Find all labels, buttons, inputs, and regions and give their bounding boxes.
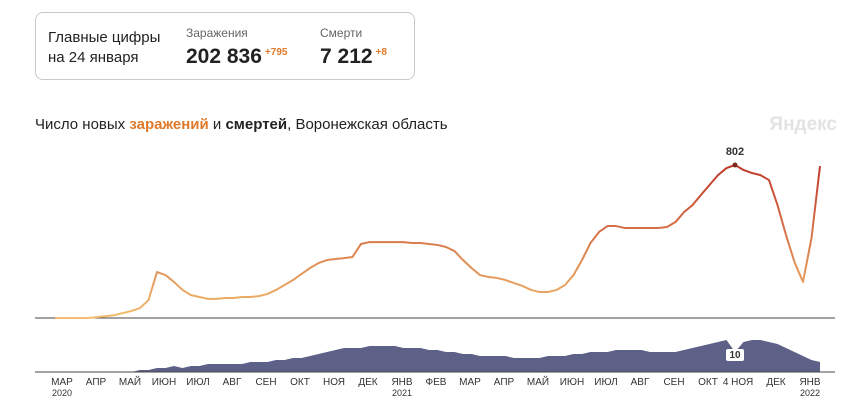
x-tick-label: ИЮН: [560, 377, 585, 388]
x-tick-label: ДЕК: [766, 377, 785, 388]
x-tick-label: СЕН: [663, 377, 684, 388]
x-tick-label: АПР: [86, 377, 107, 388]
deaths-label: Смерти: [320, 26, 363, 40]
cases-line: [55, 164, 821, 319]
highlight-date-bg: [721, 376, 755, 388]
x-tick-label: НОЯ: [323, 377, 345, 388]
title-part: и: [208, 116, 226, 133]
cases-delta: +795: [264, 47, 288, 58]
title-part: Число новых: [35, 116, 130, 133]
x-tick-label: АВГ: [631, 377, 650, 388]
deaths-number: 7 212: [320, 45, 373, 68]
title-part: заражений: [129, 116, 209, 133]
cases-number: 202 836: [186, 45, 262, 68]
x-tick-label: АВГ: [223, 377, 242, 388]
title-part: смертей: [225, 116, 288, 133]
card-title: Главные цифры: [48, 29, 161, 46]
deaths-delta: +8: [375, 47, 387, 58]
brand: Яндекс: [769, 114, 837, 135]
x-tick-label: ОКТ: [290, 377, 310, 388]
x-tick-label: МАЙ: [527, 375, 549, 388]
x-tick-label: ЯНВ: [391, 377, 412, 388]
x-tick-label: ЯНВ: [799, 377, 820, 388]
x-tick-label: ФЕВ: [426, 377, 447, 388]
x-tick-label: МАР: [459, 377, 481, 388]
deaths-area: [55, 340, 820, 372]
deaths-value: 7 212 +8: [320, 45, 387, 69]
x-tick-label: МАР: [51, 377, 73, 388]
year-label: 2022: [800, 388, 820, 398]
cases-value: 202 836 +795: [186, 45, 287, 69]
chart-title: Число новых заражений и смертей, Воронеж…: [35, 116, 448, 133]
year-label: 2021: [392, 388, 412, 398]
highlight-value: 802: [726, 146, 744, 158]
year-label: 2020: [52, 388, 72, 398]
highlight-deaths: 10: [729, 350, 741, 361]
title-part: , Воронежская область: [287, 116, 448, 133]
x-tick-label: ИЮЛ: [186, 377, 209, 388]
x-tick-label: ДЕК: [358, 377, 377, 388]
x-tick-label: МАЙ: [119, 375, 141, 388]
card-date: на 24 января: [48, 49, 139, 66]
highlight-date: 4 НОЯ: [723, 377, 753, 388]
cases-label: Заражения: [186, 26, 248, 40]
x-tick-label: СЕН: [255, 377, 276, 388]
highlight-dot: [732, 162, 738, 168]
x-tick-label: ИЮЛ: [594, 377, 617, 388]
highlight-deaths-bg: [726, 349, 744, 361]
summary-card: Главные цифры на 24 января Заражения 202…: [35, 12, 415, 80]
x-tick-label: ОКТ: [698, 377, 718, 388]
x-tick-label: АПР: [494, 377, 515, 388]
x-tick-label: ИЮН: [152, 377, 177, 388]
